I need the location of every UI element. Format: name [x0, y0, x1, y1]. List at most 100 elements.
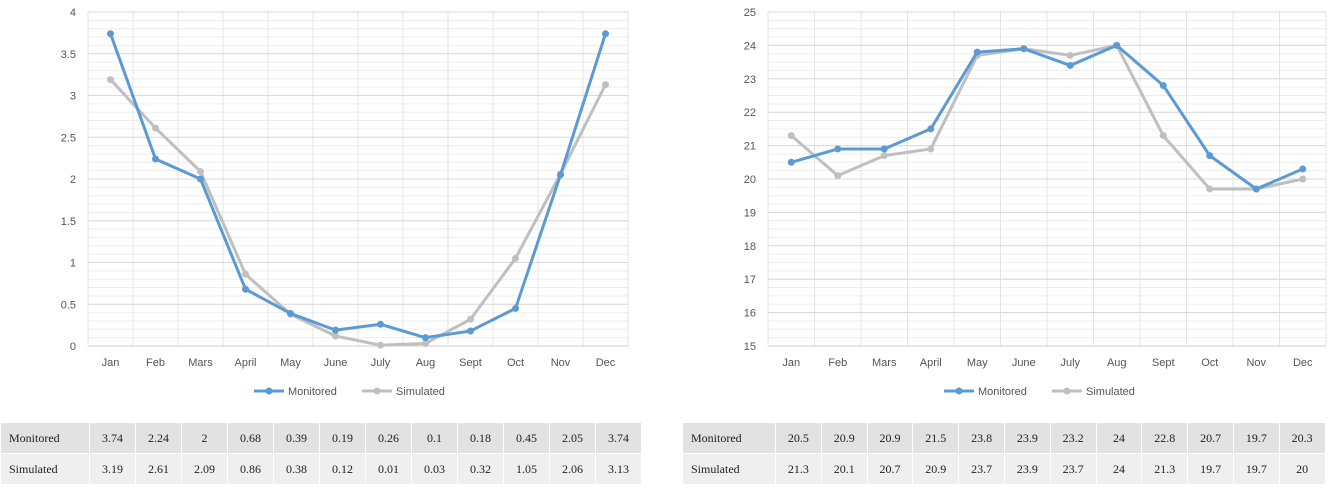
- x-tick-label: Jan: [782, 357, 800, 369]
- series-line-monitored: [790, 43, 1304, 191]
- table-cell: 0.03: [411, 453, 458, 485]
- table-cell: 20.9: [866, 422, 914, 454]
- table-cell: 2.24: [135, 422, 182, 454]
- data-point-monitored: [512, 304, 519, 312]
- data-point-monitored: [377, 320, 384, 328]
- y-tick-label: 2.5: [61, 132, 76, 144]
- data-point-monitored: [787, 158, 795, 166]
- table-cell: 19.7: [1232, 453, 1280, 485]
- table-cell: 20.7: [1187, 422, 1234, 454]
- table-cell: 0.12: [319, 453, 366, 485]
- x-tick-label: Aug: [1107, 357, 1127, 369]
- legend-marker-monitored: [265, 387, 273, 395]
- table-cell: 23.7: [958, 453, 1005, 485]
- y-tick-label: 18: [744, 241, 756, 253]
- x-tick-label: Dec: [1293, 357, 1313, 369]
- data-point-monitored: [422, 334, 429, 342]
- x-tick-label: Mars: [872, 357, 897, 369]
- y-tick-label: 20: [744, 174, 756, 186]
- data-point-monitored: [927, 125, 935, 133]
- legend-marker-monitored: [955, 387, 963, 395]
- table-cell: 21.3: [1141, 453, 1189, 485]
- data-point-monitored: [287, 309, 294, 317]
- data-point-simulated: [1159, 132, 1167, 140]
- table-cell: 2.09: [181, 453, 228, 485]
- data-point-simulated: [1299, 175, 1307, 183]
- row-label: Simulated: [0, 453, 90, 485]
- table-cell: 0.86: [227, 453, 274, 485]
- table-cell: 22.8: [1141, 422, 1189, 454]
- table-row: Simulated 21.3 20.1 20.7 20.9 23.7 23.9 23.7 24 2…: [682, 453, 1326, 485]
- y-tick-label: 15: [744, 341, 756, 353]
- data-point-simulated: [377, 341, 384, 349]
- y-tick-label: 21: [744, 141, 756, 153]
- x-tick-label: April: [234, 357, 256, 369]
- y-tick-label: 1: [70, 258, 76, 270]
- table-cell: 23.9: [1003, 453, 1051, 485]
- data-point-simulated: [1066, 51, 1074, 59]
- table-cell: 2.06: [549, 453, 596, 485]
- table-cell: 0.01: [365, 453, 412, 485]
- x-tick-label: Nov: [1246, 357, 1266, 369]
- table-cell: 2.05: [549, 422, 596, 454]
- y-tick-label: 19: [744, 207, 756, 219]
- x-tick-label: April: [920, 357, 942, 369]
- row-label: Monitored: [0, 422, 90, 454]
- x-tick-label: Mars: [188, 357, 213, 369]
- data-point-simulated: [834, 172, 842, 180]
- table-cell: 3.74: [89, 422, 136, 454]
- data-table-left: Monitored 3.74 2.24 2 0.68 0.39 0.19 0.26 0.1 0.1…: [0, 422, 642, 485]
- y-tick-label: 23: [744, 74, 756, 86]
- y-tick-label: 4: [70, 7, 76, 19]
- table-cell: 2: [181, 422, 228, 454]
- data-point-simulated: [880, 152, 888, 160]
- table-row: Simulated 3.19 2.61 2.09 0.86 0.38 0.12 0.01 0.0…: [0, 453, 642, 485]
- data-point-monitored: [107, 30, 114, 38]
- data-point-monitored: [1299, 165, 1307, 173]
- data-point-simulated: [332, 332, 339, 340]
- data-point-monitored: [880, 145, 888, 153]
- table-cell: 3.19: [89, 453, 136, 485]
- legend-marker-simulated: [1063, 387, 1071, 395]
- data-table-right: Monitored 20.5 20.9 20.9 21.5 23.8 23.9 23.2 24 2…: [682, 422, 1326, 485]
- y-tick-label: 16: [744, 308, 756, 320]
- data-point-monitored: [467, 327, 474, 335]
- x-tick-label: Oct: [507, 357, 524, 369]
- table-cell: 21.3: [775, 453, 822, 485]
- x-tick-label: Jan: [102, 357, 120, 369]
- legend-label-simulated: Simulated: [396, 386, 445, 398]
- table-cell: 24: [1095, 453, 1143, 485]
- table-cell: 24: [1095, 422, 1143, 454]
- x-tick-label: July: [371, 357, 391, 369]
- y-tick-label: 3.5: [61, 49, 76, 61]
- x-tick-label: Aug: [416, 357, 436, 369]
- table-cell: 3.74: [595, 422, 642, 454]
- line-chart-left: 0 0.5 1 1.5 2 2.5 3 3.5 4 Jan Feb Mars April May June J…: [61, 7, 629, 398]
- legend-label-simulated: Simulated: [1086, 386, 1135, 398]
- line-chart-right: 15 16 17 18 19 20 21 22 23 24 25 Jan Feb Mars April May…: [744, 7, 1327, 398]
- data-point-simulated: [927, 145, 935, 153]
- table-cell: 19.7: [1232, 422, 1280, 454]
- y-tick-label: 2: [70, 174, 76, 186]
- table-cell: 20.7: [866, 453, 914, 485]
- y-tick-label: 25: [744, 7, 756, 19]
- x-tick-label: June: [1012, 357, 1036, 369]
- row-label: Simulated: [682, 453, 776, 485]
- data-point-monitored: [602, 30, 609, 38]
- data-point-simulated: [1206, 185, 1214, 193]
- data-point-monitored: [557, 171, 564, 179]
- x-tick-label: Dec: [596, 357, 616, 369]
- y-tick-label: 17: [744, 274, 756, 286]
- row-label: Monitored: [682, 422, 776, 454]
- table-cell: 20.9: [820, 422, 868, 454]
- table-cell: 20.1: [820, 453, 868, 485]
- data-point-monitored: [242, 285, 249, 293]
- x-tick-label: June: [324, 357, 348, 369]
- table-cell: 0.68: [227, 422, 274, 454]
- data-point-simulated: [602, 81, 609, 89]
- data-point-monitored: [332, 326, 339, 334]
- y-tick-label: 0.5: [61, 299, 76, 311]
- y-tick-label: 24: [744, 40, 756, 52]
- data-point-monitored: [1252, 185, 1260, 193]
- y-tick-label: 22: [744, 107, 756, 119]
